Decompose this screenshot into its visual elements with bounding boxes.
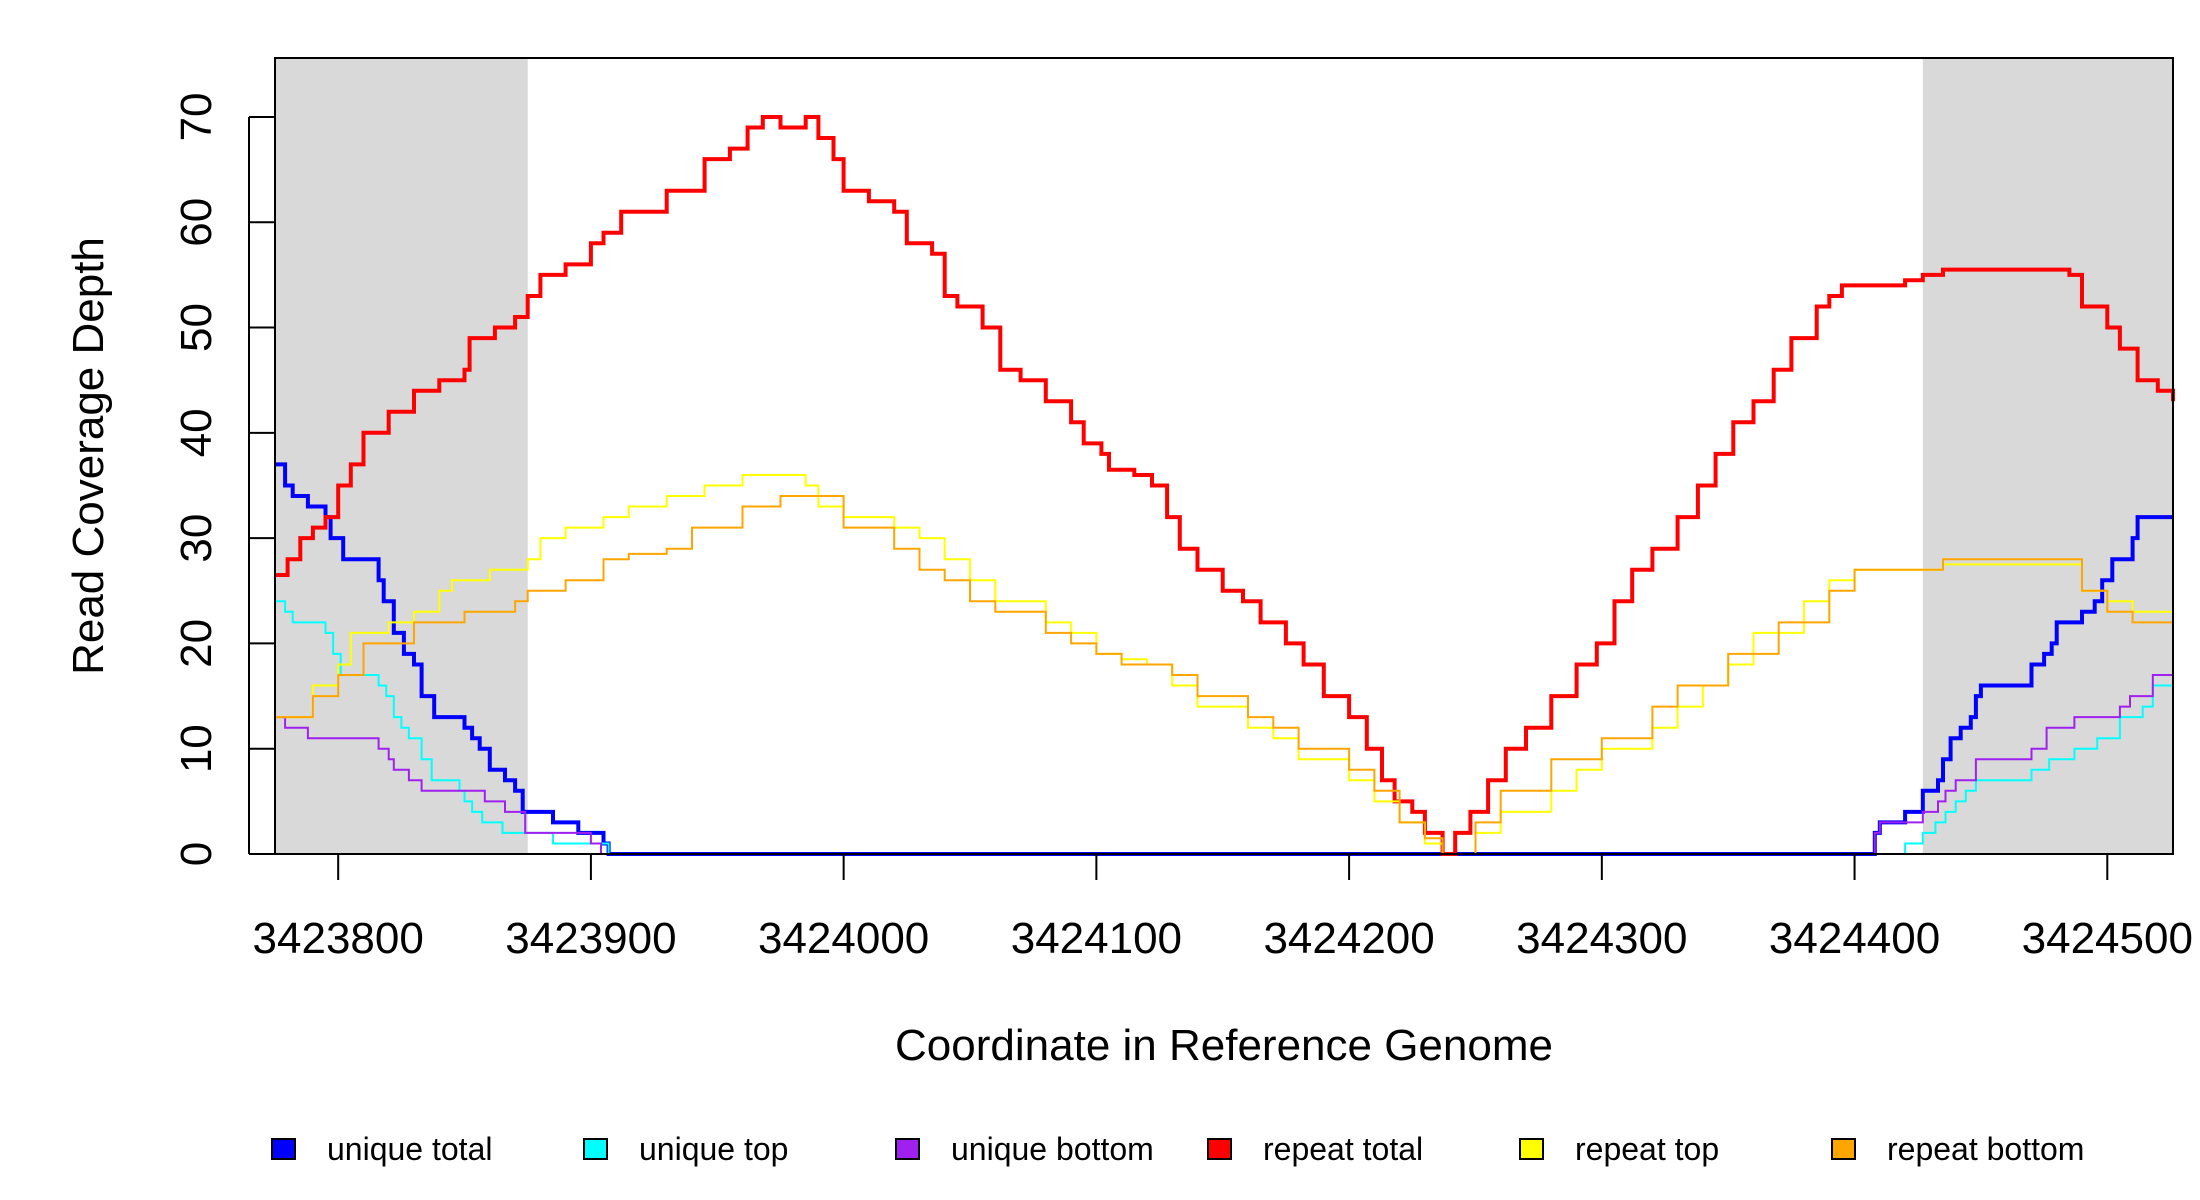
y-tick-label: 0 bbox=[172, 842, 221, 866]
x-tick-label: 3423800 bbox=[253, 914, 424, 963]
legend-label: repeat bottom bbox=[1887, 1131, 2084, 1167]
legend-item-repeat-bottom: repeat bottom bbox=[1831, 1131, 2084, 1167]
x-axis-title: Coordinate in Reference Genome bbox=[895, 1021, 1553, 1070]
legend-label: unique bottom bbox=[951, 1131, 1154, 1167]
y-tick-label: 70 bbox=[172, 92, 221, 141]
series-line-unique-top bbox=[275, 600, 2173, 855]
series-lines bbox=[275, 115, 2175, 856]
y-axis-title: Read Coverage Depth bbox=[64, 237, 113, 675]
legend-swatch bbox=[1519, 1138, 1544, 1160]
shaded-region bbox=[1922, 58, 2173, 854]
legend-label: repeat total bbox=[1263, 1131, 1423, 1167]
x-tick-label: 3424200 bbox=[1263, 914, 1434, 963]
legend-swatch bbox=[583, 1138, 608, 1160]
legend-item-unique-total: unique total bbox=[271, 1131, 492, 1167]
x-axis: 3423800 3423900 3424000 3424100 3424200 34243… bbox=[253, 853, 2193, 963]
x-tick-label: 3424100 bbox=[1011, 914, 1182, 963]
legend-item-repeat-top: repeat top bbox=[1519, 1131, 1719, 1167]
legend-swatch bbox=[1207, 1138, 1232, 1160]
legend-item-unique-bottom: unique bottom bbox=[895, 1131, 1154, 1167]
x-tick-label: 3424400 bbox=[1769, 914, 1940, 963]
legend-swatch bbox=[271, 1138, 296, 1160]
x-tick-label: 3424300 bbox=[1516, 914, 1687, 963]
y-tick-label: 60 bbox=[172, 198, 221, 247]
y-axis: 0 10 20 30 40 50 60 70 bbox=[172, 92, 275, 866]
x-tick-label: 3424500 bbox=[2022, 914, 2193, 963]
legend-label: unique total bbox=[327, 1131, 492, 1167]
plot-frame bbox=[274, 57, 2174, 855]
shaded-region bbox=[275, 58, 528, 854]
legend-item-unique-top: unique top bbox=[583, 1131, 788, 1167]
series-line-repeat-bottom bbox=[275, 495, 2174, 855]
y-tick-label: 50 bbox=[172, 303, 221, 352]
legend-label: repeat top bbox=[1575, 1131, 1719, 1167]
y-tick-label: 10 bbox=[172, 724, 221, 773]
shaded-regions bbox=[275, 58, 2173, 854]
series-line-repeat-top bbox=[275, 474, 2174, 855]
series-line-unique-bottom bbox=[275, 674, 2173, 855]
legend-swatch bbox=[895, 1138, 920, 1160]
legend-swatch bbox=[1831, 1138, 1856, 1160]
series-line-repeat-total bbox=[275, 115, 2175, 856]
legend-label: unique top bbox=[639, 1131, 788, 1167]
y-tick-label: 40 bbox=[172, 408, 221, 457]
legend-item-repeat-total: repeat total bbox=[1207, 1131, 1423, 1167]
x-tick-label: 3423900 bbox=[505, 914, 676, 963]
legend: unique total unique top unique bottom repea… bbox=[271, 1131, 2084, 1167]
series-line-unique-total bbox=[275, 462, 2173, 856]
y-tick-label: 20 bbox=[172, 619, 221, 668]
x-tick-label: 3424000 bbox=[758, 914, 929, 963]
y-tick-label: 30 bbox=[172, 514, 221, 563]
